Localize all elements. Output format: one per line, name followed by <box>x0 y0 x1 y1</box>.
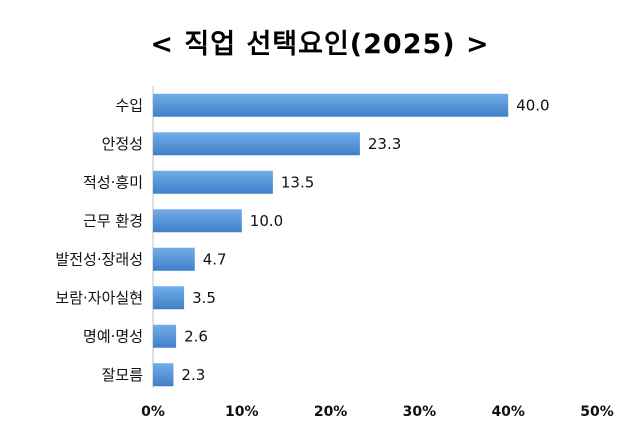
category-label: 명예·명성 <box>83 327 143 345</box>
category-label: 적성·흥미 <box>83 173 143 191</box>
data-label: 2.6 <box>184 327 208 345</box>
bar <box>153 93 509 117</box>
data-label: 23.3 <box>368 135 401 153</box>
data-label: 10.0 <box>250 212 283 230</box>
bar <box>153 209 242 233</box>
x-tick-label: 50% <box>580 404 614 420</box>
bar <box>153 132 360 156</box>
bar <box>153 286 185 310</box>
category-label: 발전성·장래성 <box>55 250 143 268</box>
category-label: 수입 <box>115 96 143 114</box>
category-label: 근무 환경 <box>83 212 143 230</box>
x-tick-label: 30% <box>403 404 437 420</box>
bar <box>153 324 177 348</box>
data-label: 40.0 <box>516 96 549 114</box>
data-label: 3.5 <box>192 289 216 307</box>
data-label: 2.3 <box>181 366 205 384</box>
bar <box>153 247 195 271</box>
chart-title: < 직업 선택요인(2025) > <box>150 29 490 60</box>
category-label: 보람·자아실현 <box>55 289 143 307</box>
data-label: 4.7 <box>203 250 227 268</box>
x-tick-label: 10% <box>225 404 259 420</box>
data-label: 13.5 <box>281 173 314 191</box>
x-tick-label: 0% <box>141 404 165 420</box>
x-tick-label: 20% <box>314 404 348 420</box>
x-tick-label: 40% <box>491 404 525 420</box>
bar <box>153 170 273 194</box>
category-label: 잘모름 <box>102 366 144 384</box>
category-label: 안정성 <box>102 135 143 153</box>
bar <box>153 363 174 387</box>
